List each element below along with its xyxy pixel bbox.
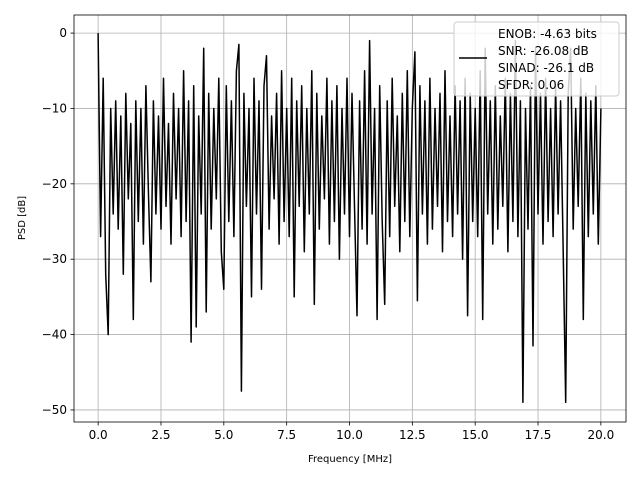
x-tick-label: 2.5 (151, 428, 170, 442)
legend: ENOB: -4.63 bits SNR: -26.08 dB SINAD: -… (453, 21, 620, 97)
x-tick-label: 10.0 (336, 428, 363, 442)
x-tick-label: 12.5 (399, 428, 426, 442)
x-tick-label: 17.5 (525, 428, 552, 442)
y-tick-label: −30 (42, 252, 67, 266)
x-tick-label: 5.0 (214, 428, 233, 442)
y-tick-label: −40 (42, 328, 67, 342)
axes-frame (73, 14, 627, 423)
legend-entry-enob: ENOB: -4.63 bits (498, 27, 597, 41)
y-tick-label: 0 (59, 26, 67, 40)
x-tick-label: 0.0 (89, 428, 108, 442)
legend-entry-snr: SNR: -26.08 dB (498, 44, 589, 58)
legend-box (453, 21, 620, 97)
x-axis: 0.0 2.5 5.0 7.5 10.0 12.5 15.0 17.5 20.0 (89, 422, 615, 442)
psd-series-line (97, 33, 602, 404)
y-tick-label: −20 (42, 177, 67, 191)
y-axis: 0 −10 −20 −30 −40 −50 (42, 26, 74, 417)
x-tick-label: 15.0 (462, 428, 489, 442)
y-axis-label: PSD [dB] (17, 196, 28, 240)
plot-area (97, 33, 602, 404)
y-tick-label: −50 (42, 403, 67, 417)
x-axis-label: Frequency [MHz] (308, 454, 392, 465)
legend-entry-sfdr: SFDR: 0.06 (498, 78, 564, 92)
y-tick-label: −10 (42, 101, 67, 115)
legend-entry-sinad: SINAD: -26.1 dB (498, 61, 594, 75)
x-tick-label: 20.0 (588, 428, 615, 442)
x-tick-label: 7.5 (277, 428, 296, 442)
